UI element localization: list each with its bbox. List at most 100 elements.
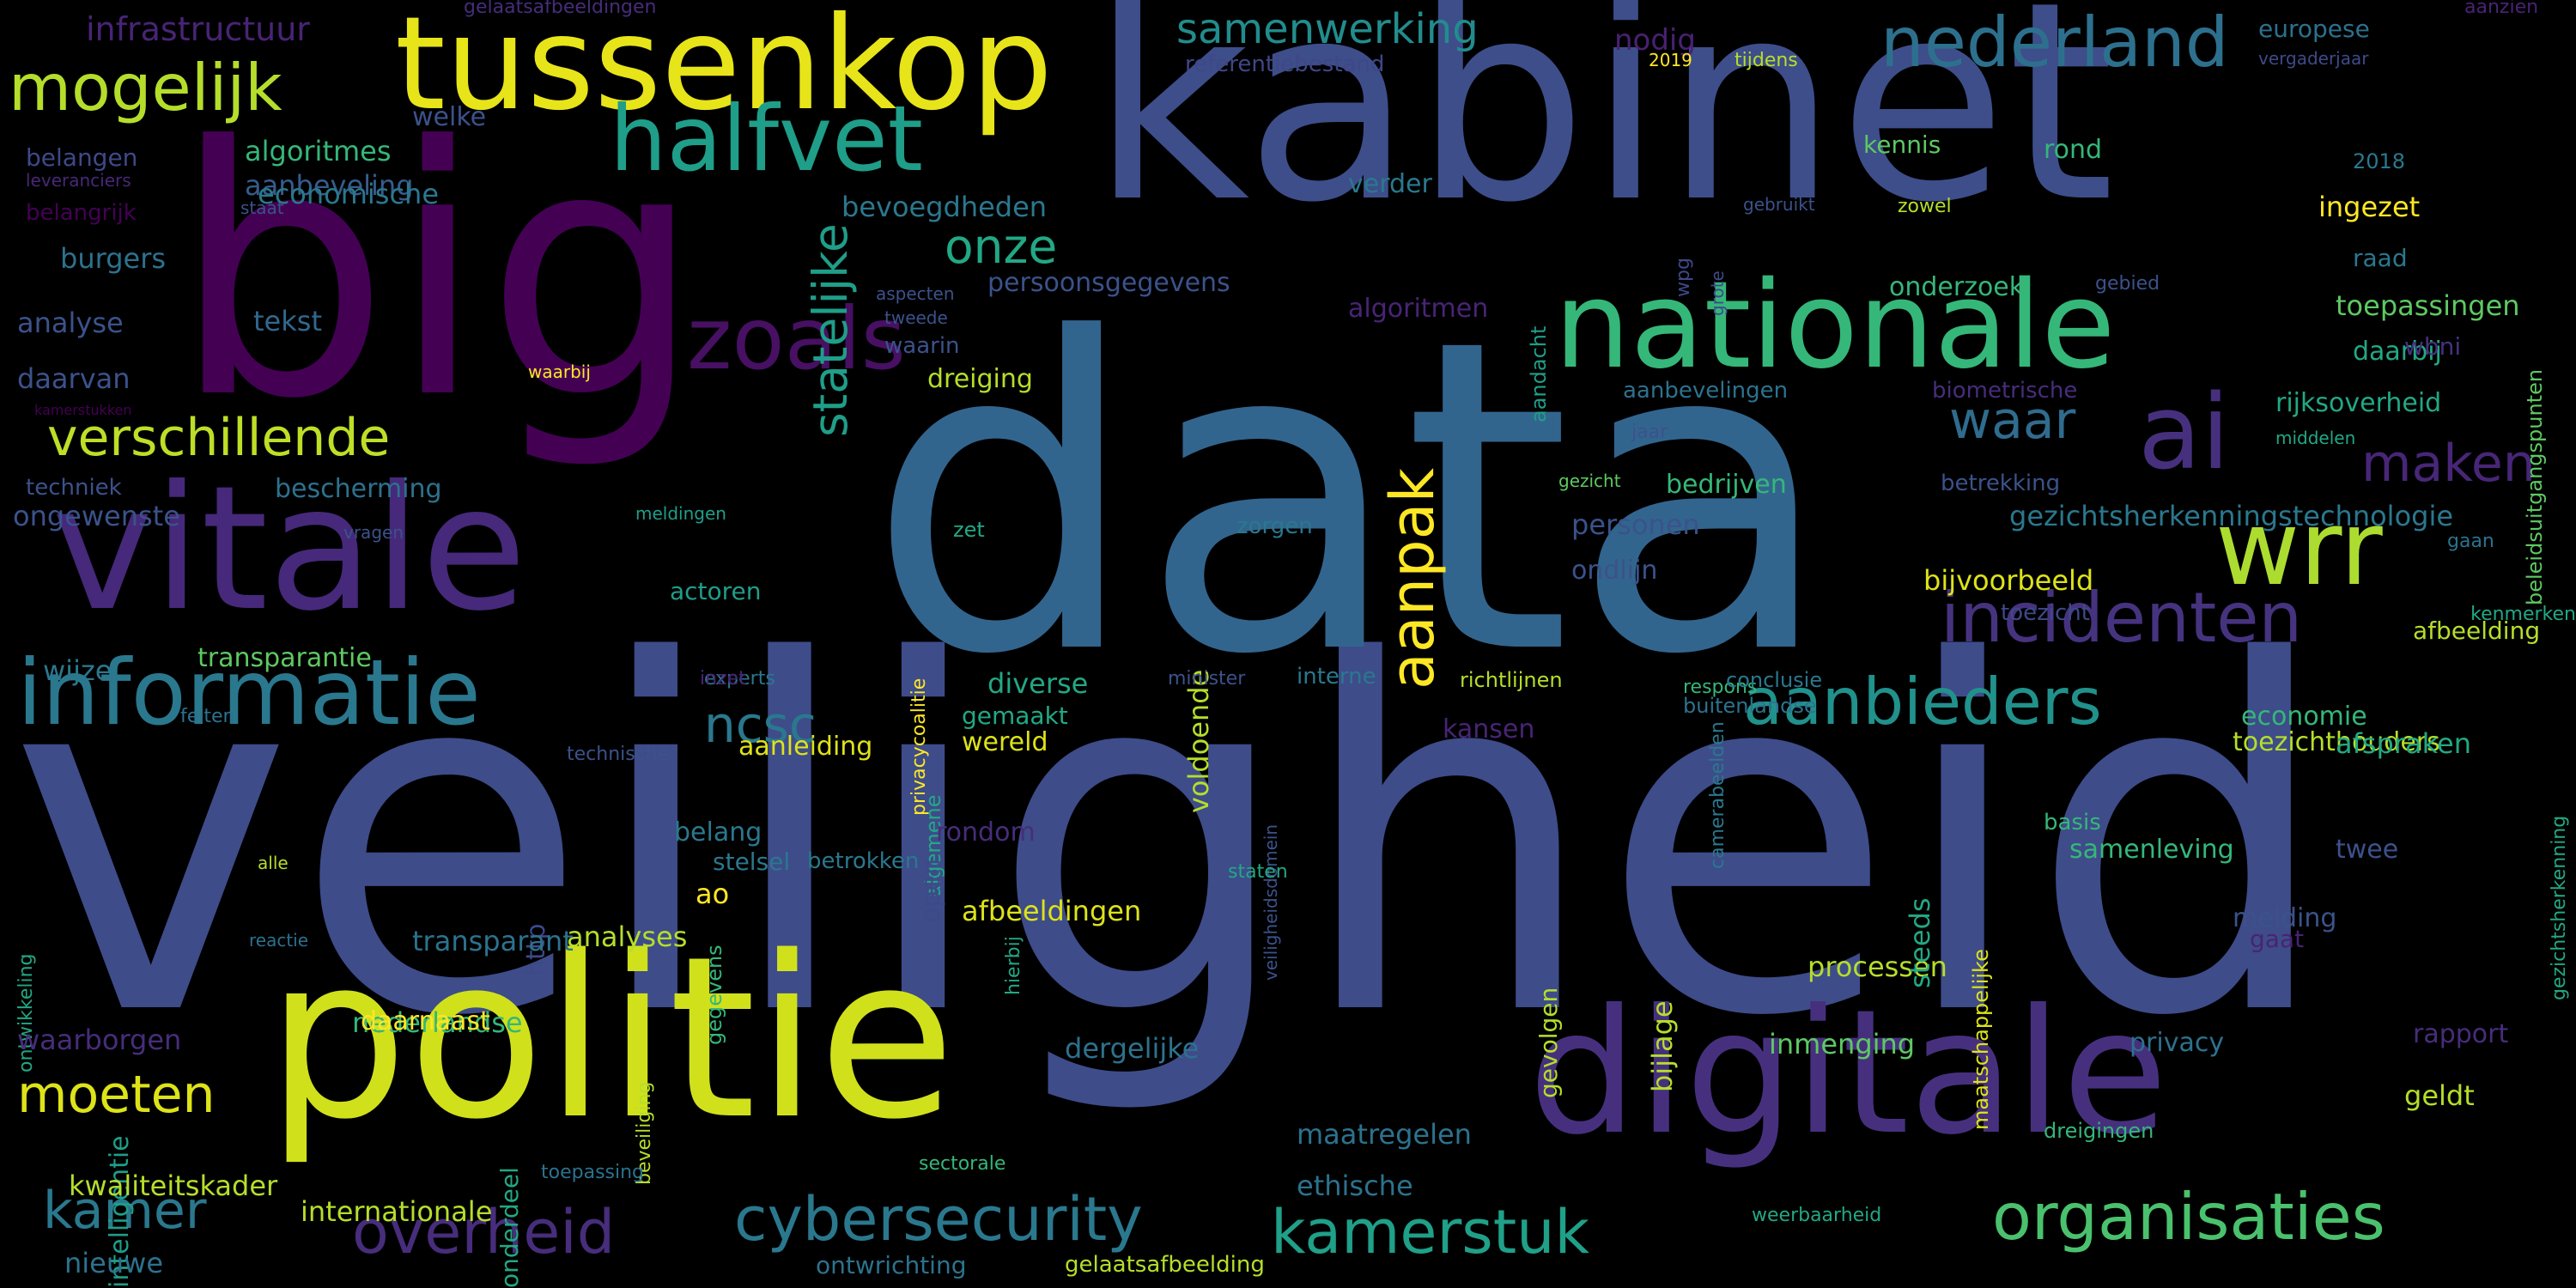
word-meldingen: meldingen	[635, 503, 726, 524]
word-kamerstuk: kamerstuk	[1271, 1197, 1590, 1267]
word-rondom: rondom	[936, 817, 1036, 848]
word-raad: raad	[2353, 244, 2408, 272]
word-belangrijk: belangrijk	[26, 200, 137, 226]
word-processen: processen	[1807, 951, 1947, 983]
word-tekst: tekst	[253, 305, 322, 337]
word-gebruikt: gebruikt	[1743, 194, 1815, 215]
word-maken: maken	[2361, 434, 2536, 494]
word-kennis: kennis	[1863, 131, 1941, 159]
word-dreiging: dreiging	[927, 364, 1033, 394]
word-algoritmes: algoritmes	[245, 135, 392, 167]
word-economische: economische	[258, 178, 440, 210]
word-organisaties: organisaties	[1992, 1179, 2385, 1255]
word-beleidsuitgangspunten: beleidsuitgangspunten	[2523, 368, 2547, 605]
word-ondlijn: ondlijn	[1571, 556, 1658, 586]
word-vitale: vitale	[52, 449, 527, 649]
word-referentiebestand: referentiebestand	[1185, 52, 1385, 77]
word-bijvoorbeeld: bijvoorbeeld	[1923, 564, 2094, 597]
word-afbeeldingen: afbeeldingen	[962, 895, 1142, 927]
word-nederlandse: nederlandse	[352, 1006, 523, 1039]
word-zoals: zoals	[687, 289, 906, 389]
word-buitenlandse: buitenlandse	[1683, 694, 1817, 718]
word-tweede: tweede	[884, 307, 948, 328]
word-aspecten: aspecten	[876, 283, 955, 304]
word-hierbij: hierbij	[1003, 936, 1024, 995]
word-veiligheidsdomein: veiligheidsdomein	[1261, 823, 1281, 981]
word-gaan: gaan	[2447, 531, 2494, 552]
word-europese: europese	[2258, 15, 2370, 43]
word-2018: 2018	[2353, 149, 2406, 173]
word-nodig: nodig	[1614, 23, 1696, 58]
word-nieuwe: nieuwe	[64, 1247, 163, 1279]
word-rond: rond	[2044, 135, 2103, 165]
word-alle: alle	[258, 853, 289, 873]
word-nationale: nationale	[1554, 256, 2116, 396]
word-incidenten: incidenten	[1941, 578, 2303, 658]
word-wpg: wpg	[1673, 258, 1694, 297]
word-zorgen: zorgen	[1236, 513, 1313, 539]
word-aanbevelingen: aanbevelingen	[1623, 378, 1789, 404]
word-verschillende: verschillende	[47, 408, 391, 468]
word-wereld: wereld	[962, 727, 1048, 757]
word-informatie: informatie	[17, 641, 481, 745]
word-wijze: wijze	[43, 654, 112, 687]
word-dergelijke: dergelijke	[1065, 1032, 1200, 1065]
word-betrekking: betrekking	[1941, 471, 2061, 496]
word-verder: verder	[1348, 169, 1432, 199]
word-afspraken: afspraken	[2336, 727, 2471, 760]
word-ongewenste: ongewenste	[13, 500, 180, 532]
word-transparant: transparant	[412, 925, 574, 957]
word-ontwrichting: ontwrichting	[816, 1251, 967, 1279]
word-waarborgen: waarborgen	[17, 1024, 182, 1056]
word-aanbieders: aanbieders	[1743, 664, 2102, 739]
word-analyse: analyse	[17, 307, 124, 339]
word-jaar: jaar	[1631, 422, 1668, 443]
word-kabinet: kabinet	[1091, 0, 2115, 263]
word-gebied: gebied	[2095, 273, 2160, 295]
word-wbni: wbni	[2404, 332, 2462, 361]
word-gevolgen: gevolgen	[1534, 987, 1563, 1098]
word-minister: minister	[1168, 668, 1246, 690]
word-maatschappelijke: maatschappelijke	[1969, 949, 1993, 1130]
word-inzet: inzet	[700, 668, 746, 690]
word-veiligheid: veiligheid	[9, 562, 2335, 1121]
word-personen: personen	[1571, 508, 1700, 541]
word-2019: 2019	[1649, 50, 1692, 70]
word-onderzoek: onderzoek	[1889, 272, 2025, 302]
word-waarin: waarin	[884, 333, 960, 359]
word-inmenging: inmenging	[1769, 1028, 1916, 1060]
word-daarbij: daarbij	[2353, 337, 2442, 367]
word-betrokken: betrokken	[807, 848, 920, 874]
word-toezicht: toezicht	[2001, 600, 2090, 626]
word-politie: politie	[266, 909, 956, 1169]
word-vergaderjaar: vergaderjaar	[2258, 48, 2369, 69]
word-internationale: internationale	[301, 1195, 493, 1228]
word-actoren: actoren	[670, 577, 762, 605]
word-steeds: steeds	[1904, 897, 1936, 988]
word-ingezet: ingezet	[2318, 191, 2421, 223]
word-kansen: kansen	[1443, 714, 1535, 744]
word-bescherming: bescherming	[275, 474, 442, 504]
word-richtlijnen: richtlijnen	[1460, 668, 1563, 692]
word-toezichthouders: toezichthouders	[2233, 727, 2440, 757]
word-melding: melding	[2233, 903, 2337, 933]
word-gegevens: gegevens	[702, 945, 726, 1045]
word-kenmerken: kenmerken	[2470, 604, 2576, 625]
word-feiten: feiten	[180, 706, 235, 727]
word-staten: staten	[1228, 861, 1288, 883]
word-nederland: nederland	[1880, 3, 2229, 82]
word-samenwerking: samenwerking	[1176, 5, 1479, 53]
word-halfvet: halfvet	[610, 87, 923, 191]
word-reactie: reactie	[249, 930, 309, 951]
word-middelen: middelen	[2275, 428, 2356, 448]
word-rapport: rapport	[2413, 1019, 2509, 1049]
word-open: open	[916, 859, 946, 923]
word-statelijke: statelijke	[803, 223, 858, 437]
word-kwaliteitskader: kwaliteitskader	[69, 1170, 278, 1202]
word-cybersecurity: cybersecurity	[734, 1184, 1143, 1255]
word-staat: staat	[240, 197, 284, 218]
word-kamerstukken: kamerstukken	[34, 402, 132, 418]
word-gezicht: gezicht	[1558, 471, 1621, 491]
word-bedrijven: bedrijven	[1666, 470, 1787, 500]
